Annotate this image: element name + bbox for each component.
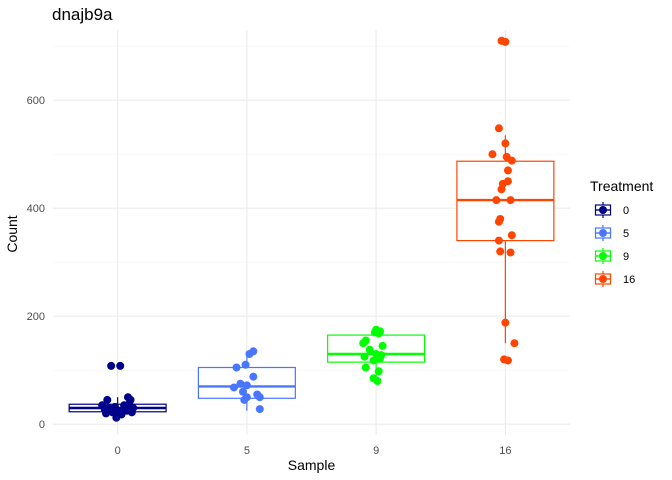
data-point <box>506 248 515 257</box>
data-point <box>127 408 136 417</box>
chart-title: dnajb9a <box>52 5 113 24</box>
legend-key-point <box>599 252 607 260</box>
x-axis-title: Sample <box>288 457 336 473</box>
legend-key-point <box>599 275 607 283</box>
legend-label: 0 <box>623 205 629 217</box>
data-point <box>365 345 374 354</box>
data-point <box>360 352 369 361</box>
data-point <box>241 360 250 369</box>
y-tick-label: 200 <box>27 311 45 323</box>
data-point <box>374 367 383 376</box>
boxes <box>68 135 555 419</box>
legend-title: Treatment <box>590 178 653 194</box>
data-point <box>497 185 506 194</box>
data-point <box>245 350 254 358</box>
points <box>98 36 519 422</box>
data-point <box>488 150 497 159</box>
x-axis-ticks: 0 5 9 16 <box>115 445 512 457</box>
data-point <box>501 318 510 327</box>
data-point <box>112 413 121 422</box>
data-point <box>507 156 516 165</box>
data-point <box>369 356 378 365</box>
legend-label: 16 <box>623 274 635 286</box>
x-tick-label: 5 <box>244 445 250 457</box>
data-point <box>242 393 251 402</box>
data-point <box>104 404 113 412</box>
legend-key-point <box>599 229 607 237</box>
data-point <box>255 393 264 402</box>
legend-label: 9 <box>623 251 629 263</box>
data-point <box>107 361 116 370</box>
legend-key-point <box>599 206 607 214</box>
x-tick-label: 16 <box>499 445 511 457</box>
data-point <box>361 363 370 372</box>
data-point <box>103 395 112 404</box>
data-point <box>373 377 382 385</box>
data-point <box>236 379 245 388</box>
data-point <box>359 339 368 348</box>
data-point <box>492 196 501 205</box>
data-point <box>494 124 503 133</box>
data-point <box>249 372 258 381</box>
data-point <box>507 231 516 240</box>
data-point <box>496 247 505 256</box>
legend: Treatment 0 5 9 16 <box>590 178 653 288</box>
data-point <box>125 399 134 408</box>
y-tick-label: 600 <box>27 95 45 107</box>
y-axis-title: Count <box>4 215 20 252</box>
data-point <box>232 363 241 372</box>
data-point <box>229 383 238 392</box>
data-point <box>510 339 519 348</box>
legend-label: 5 <box>623 228 629 240</box>
data-point <box>242 381 251 390</box>
x-tick-label: 0 <box>115 445 121 457</box>
data-point <box>501 37 510 46</box>
y-axis-ticks: 0 200 400 600 <box>27 95 45 431</box>
data-point <box>501 139 510 148</box>
data-point <box>374 329 383 338</box>
data-point <box>494 217 503 226</box>
data-point <box>503 356 512 365</box>
y-tick-label: 400 <box>27 203 45 215</box>
x-tick-label: 9 <box>373 445 379 457</box>
y-tick-label: 0 <box>39 419 45 431</box>
data-point <box>116 361 125 370</box>
data-point <box>378 341 387 350</box>
data-point <box>255 405 264 414</box>
data-point <box>503 166 512 175</box>
data-point <box>506 196 515 205</box>
data-point <box>376 354 385 363</box>
data-point <box>494 236 503 245</box>
